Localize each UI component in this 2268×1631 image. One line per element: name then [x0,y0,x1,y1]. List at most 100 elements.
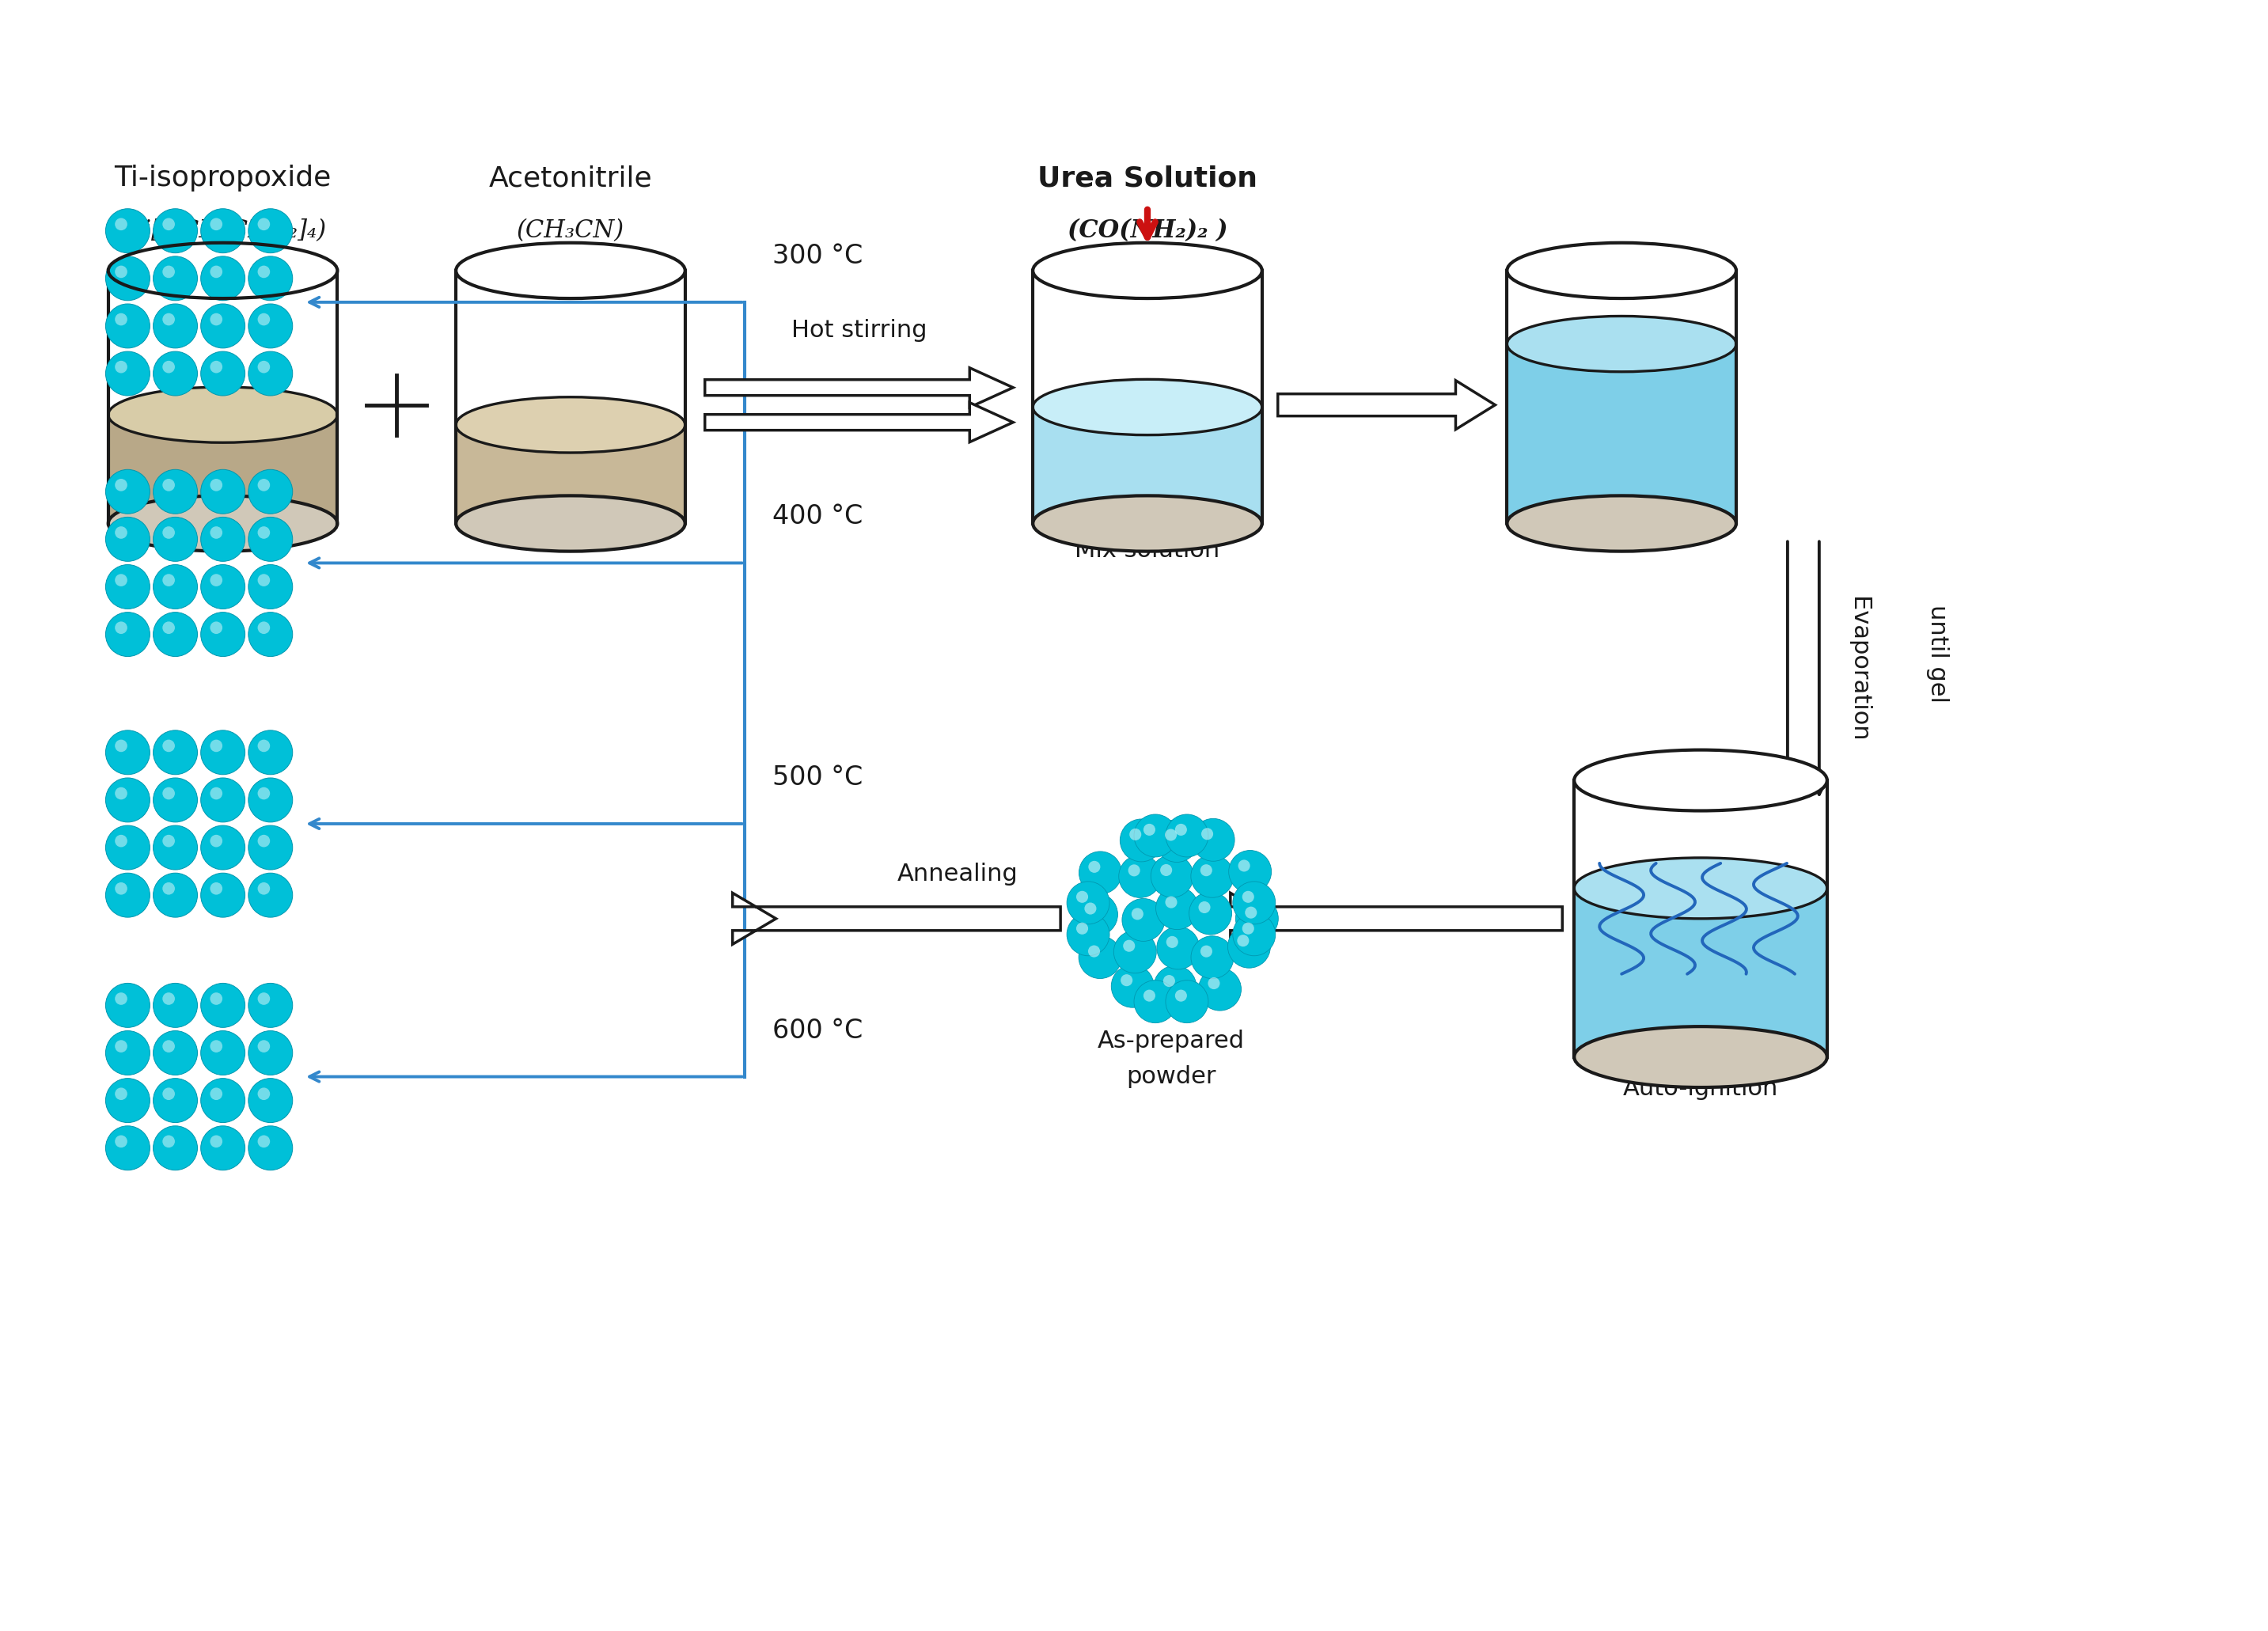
Circle shape [1175,824,1186,835]
Circle shape [247,1125,293,1169]
Circle shape [202,470,245,514]
Ellipse shape [1032,496,1261,551]
Circle shape [116,621,127,634]
Ellipse shape [1506,496,1737,551]
Circle shape [1227,925,1270,967]
Polygon shape [733,892,1061,944]
Circle shape [116,360,127,373]
Circle shape [247,351,293,396]
Circle shape [116,882,127,895]
Circle shape [1193,819,1234,861]
Circle shape [163,574,175,587]
Circle shape [163,993,175,1005]
Circle shape [116,835,127,846]
Circle shape [202,873,245,917]
Circle shape [154,209,197,253]
Circle shape [1175,990,1186,1001]
Circle shape [259,788,270,799]
Circle shape [1166,829,1177,842]
Circle shape [107,612,150,657]
Circle shape [259,527,270,538]
Circle shape [163,882,175,895]
Circle shape [1120,819,1163,861]
Circle shape [202,1125,245,1169]
Circle shape [247,983,293,1028]
Circle shape [259,1088,270,1099]
Circle shape [247,564,293,608]
Circle shape [116,313,127,326]
Circle shape [247,303,293,347]
Circle shape [107,564,150,608]
Circle shape [154,517,197,561]
Circle shape [154,303,197,347]
Circle shape [211,1135,222,1148]
Ellipse shape [109,496,338,551]
Circle shape [202,1078,245,1122]
Circle shape [154,256,197,300]
Circle shape [116,739,127,752]
Text: Urea Solution: Urea Solution [1036,165,1256,191]
Circle shape [1077,923,1089,935]
Circle shape [154,1078,197,1122]
Circle shape [259,266,270,277]
Circle shape [247,873,293,917]
Circle shape [154,778,197,822]
Circle shape [116,527,127,538]
Circle shape [247,731,293,775]
Circle shape [163,1135,175,1148]
Circle shape [154,731,197,775]
Circle shape [247,256,293,300]
Circle shape [1157,926,1200,969]
Circle shape [211,788,222,799]
Ellipse shape [456,396,685,453]
Circle shape [211,480,222,491]
Circle shape [107,825,150,869]
Ellipse shape [109,387,338,442]
Circle shape [259,621,270,634]
Circle shape [1075,894,1118,936]
Circle shape [259,574,270,587]
Circle shape [1143,990,1154,1001]
Text: Acetonitrile: Acetonitrile [490,165,653,191]
Text: Auto-ignition: Auto-ignition [1624,1076,1778,1099]
Circle shape [154,351,197,396]
Circle shape [1243,923,1254,935]
Circle shape [1066,881,1109,925]
Circle shape [107,1078,150,1122]
Polygon shape [1506,271,1737,524]
Circle shape [1245,907,1256,918]
Circle shape [163,313,175,326]
Circle shape [154,983,197,1028]
Text: 600 °C: 600 °C [771,1018,862,1044]
Polygon shape [1574,780,1828,1057]
Circle shape [1166,980,1209,1023]
Circle shape [1234,913,1275,956]
Text: As-prepared: As-prepared [1098,1029,1245,1052]
Circle shape [116,1135,127,1148]
Polygon shape [456,424,685,524]
Circle shape [211,1041,222,1052]
Circle shape [1143,824,1154,835]
Circle shape [107,1125,150,1169]
Circle shape [1157,887,1198,930]
Circle shape [163,1088,175,1099]
Circle shape [247,778,293,822]
Circle shape [1166,936,1177,948]
Circle shape [107,351,150,396]
Text: Mix solution: Mix solution [1075,540,1220,563]
Text: Turbid solution: Turbid solution [1533,515,1710,538]
Circle shape [202,209,245,253]
Circle shape [1229,850,1272,894]
Circle shape [107,778,150,822]
Circle shape [107,873,150,917]
Ellipse shape [1032,243,1261,298]
Circle shape [1166,814,1209,856]
Circle shape [211,360,222,373]
Circle shape [1154,966,1198,1008]
Circle shape [1234,881,1275,925]
Polygon shape [1506,344,1737,524]
Polygon shape [1032,271,1261,524]
Circle shape [1191,855,1234,897]
Polygon shape [1574,889,1828,1057]
Circle shape [259,360,270,373]
